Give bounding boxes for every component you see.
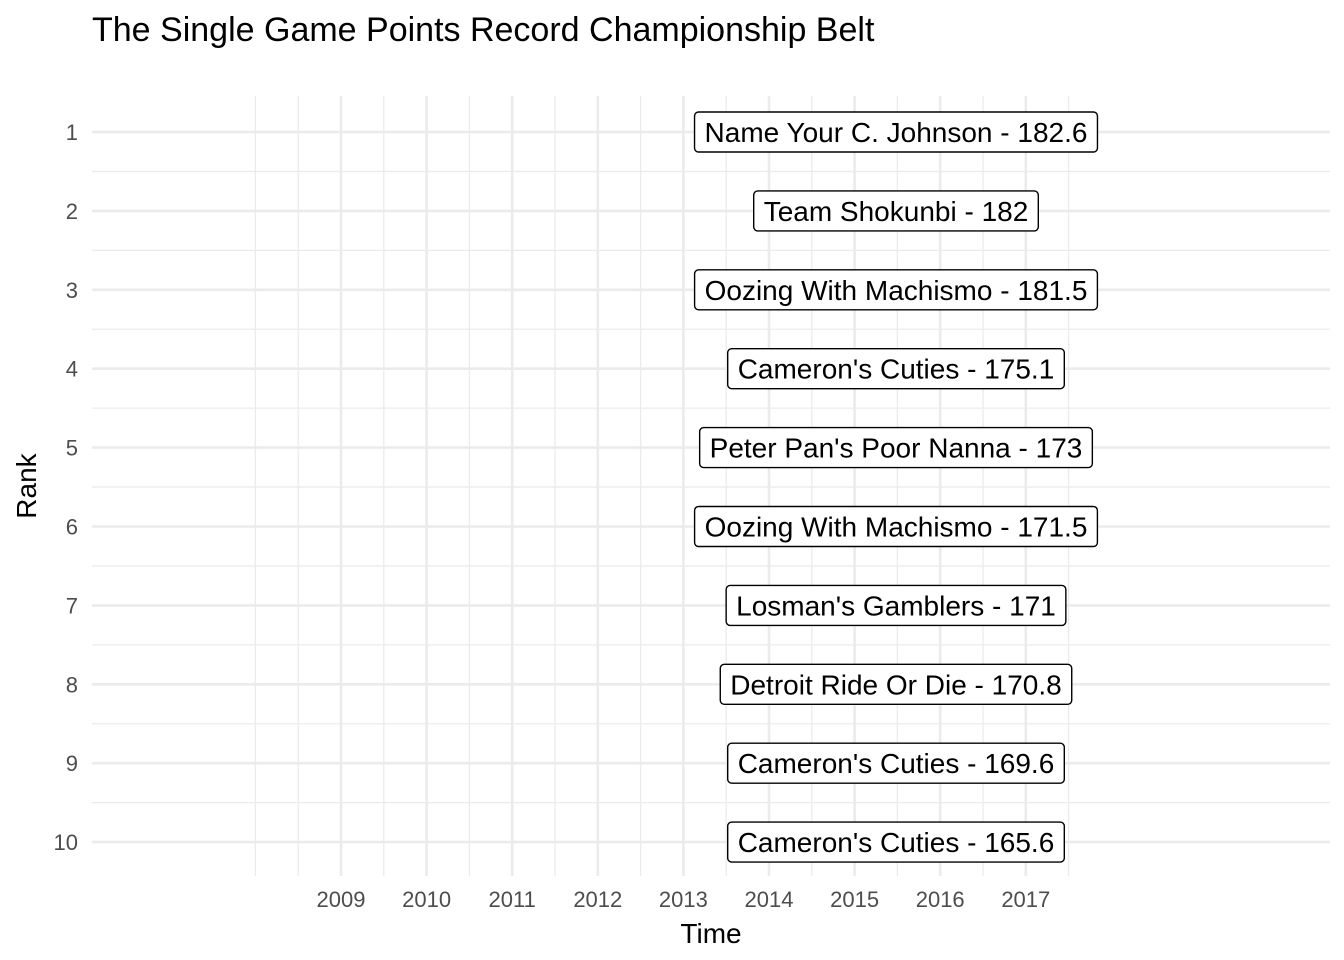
record-label-box	[726, 348, 1066, 390]
x-tick-label: 2015	[830, 887, 879, 912]
record-label-text: Oozing With Machismo - 181.5	[705, 275, 1088, 306]
x-tick-label: 2009	[317, 887, 366, 912]
y-tick-label: 6	[66, 515, 78, 540]
y-tick-label: 1	[66, 120, 78, 145]
y-tick-label: 4	[66, 357, 78, 382]
record-label: Oozing With Machismo - 181.5	[693, 269, 1099, 311]
grid	[92, 96, 1330, 876]
record-label-text: Cameron's Cuties - 175.1	[738, 354, 1055, 385]
y-axis-ticks: 1 2 3 4 5 6 7 8 9 10	[54, 120, 78, 855]
x-axis-ticks: 2009 2010 2011 2012 2013 2014 2015 2016 2017	[317, 887, 1051, 912]
record-label: Losman's Gamblers - 171	[725, 584, 1067, 627]
x-tick-label: 2012	[573, 887, 622, 912]
record-label: Cameron's Cuties - 175.1	[726, 348, 1066, 390]
record-label-text: Cameron's Cuties - 165.6	[738, 827, 1055, 858]
x-tick-label: 2016	[916, 887, 965, 912]
record-label-text: Team Shokunbi - 182	[764, 196, 1029, 227]
chart-title: The Single Game Points Record Championsh…	[92, 11, 875, 49]
record-label-box	[726, 821, 1066, 863]
record-label-box	[719, 663, 1073, 705]
record-labels: Name Your C. Johnson - 182.6 Team Shokunb…	[693, 111, 1099, 863]
record-label-box	[693, 269, 1099, 311]
record-label: Name Your C. Johnson - 182.6	[693, 111, 1099, 153]
record-label-text: Peter Pan's Poor Nanna - 173	[710, 433, 1083, 464]
record-label-box	[726, 742, 1066, 784]
record-label-box	[698, 426, 1094, 469]
x-tick-label: 2011	[489, 887, 536, 912]
record-label-box	[693, 111, 1099, 153]
record-label-text: Oozing With Machismo - 171.5	[705, 512, 1088, 543]
record-label-text: Losman's Gamblers - 171	[736, 590, 1056, 621]
record-label: Team Shokunbi - 182	[752, 190, 1040, 232]
record-label-box	[725, 584, 1067, 627]
x-tick-label: 2013	[659, 887, 708, 912]
y-tick-label: 8	[66, 672, 78, 697]
y-tick-label: 5	[66, 436, 78, 461]
record-label-text: Detroit Ride Or Die - 170.8	[730, 669, 1061, 700]
y-axis-title: Rank	[11, 452, 42, 518]
y-tick-label: 3	[66, 278, 78, 303]
record-label: Cameron's Cuties - 169.6	[726, 742, 1066, 784]
y-tick-label: 7	[66, 593, 78, 618]
record-label: Oozing With Machismo - 171.5	[693, 505, 1099, 548]
x-tick-label: 2010	[402, 887, 451, 912]
y-tick-label: 2	[66, 199, 78, 224]
y-tick-label: 10	[54, 830, 78, 855]
y-tick-label: 9	[66, 751, 78, 776]
record-label-box	[752, 190, 1040, 232]
record-label-text: Name Your C. Johnson - 182.6	[705, 117, 1088, 148]
x-tick-label: 2014	[745, 887, 794, 912]
record-label: Peter Pan's Poor Nanna - 173	[698, 426, 1094, 469]
x-tick-label: 2017	[1001, 887, 1050, 912]
record-label-box	[693, 505, 1099, 548]
record-label: Detroit Ride Or Die - 170.8	[719, 663, 1073, 705]
record-label-text: Cameron's Cuties - 169.6	[738, 748, 1055, 779]
x-axis-title: Time	[680, 918, 741, 949]
record-label: Cameron's Cuties - 165.6	[726, 821, 1066, 863]
